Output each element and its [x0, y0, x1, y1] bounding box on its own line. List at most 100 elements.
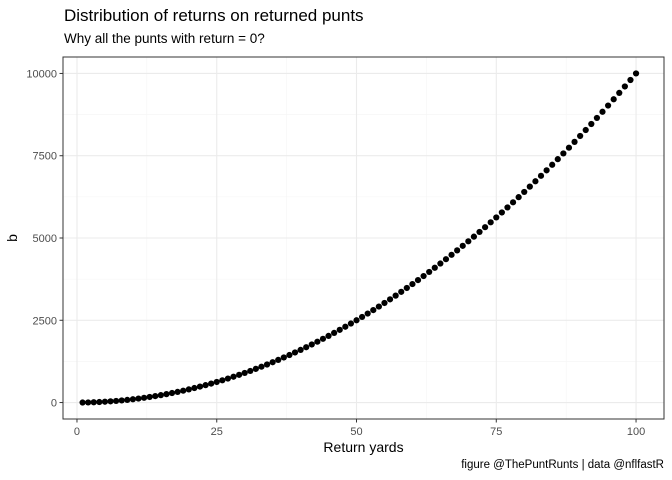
data-point: [118, 397, 125, 404]
data-point: [493, 214, 500, 221]
data-point: [431, 264, 438, 271]
data-point: [420, 272, 427, 280]
data-point: [347, 320, 355, 327]
data-point: [291, 349, 299, 356]
data-point: [79, 399, 86, 406]
data-point: [269, 359, 276, 366]
data-points: [79, 70, 640, 406]
data-point: [230, 373, 237, 380]
data-point: [392, 292, 399, 299]
data-point: [476, 228, 483, 236]
data-point: [146, 393, 153, 401]
data-point: [236, 371, 243, 378]
data-point: [308, 341, 315, 348]
data-point: [426, 268, 433, 276]
data-point: [180, 387, 187, 394]
data-point: [509, 199, 517, 206]
data-point: [414, 276, 422, 284]
data-point: [621, 83, 628, 90]
data-point: [129, 396, 136, 403]
data-point: [303, 344, 310, 351]
data-point: [593, 114, 601, 122]
x-axis-title: Return yards: [323, 439, 403, 455]
data-point: [442, 256, 450, 263]
data-point: [437, 260, 444, 267]
data-point: [213, 378, 220, 386]
data-point: [465, 238, 472, 245]
data-point: [409, 280, 416, 288]
y-tick-label: 0: [51, 398, 57, 410]
data-point: [577, 132, 584, 140]
data-point: [241, 369, 248, 377]
data-point: [582, 126, 589, 134]
data-point: [386, 296, 394, 303]
data-point: [336, 326, 343, 333]
data-point: [398, 288, 405, 295]
data-point: [196, 383, 204, 390]
data-point: [275, 356, 282, 363]
data-point: [101, 398, 109, 405]
y-axis-ticks: 0 2500 5000 7500 10000: [26, 68, 63, 410]
data-point: [515, 194, 522, 201]
data-point: [627, 76, 634, 84]
y-tick-label: 7500: [33, 151, 57, 163]
data-point: [526, 183, 533, 190]
data-point: [498, 209, 505, 216]
data-point: [549, 161, 556, 168]
data-point: [174, 388, 181, 395]
data-point: [258, 363, 265, 370]
grid-lines: [63, 57, 664, 419]
data-point: [537, 172, 545, 179]
data-point: [224, 375, 232, 382]
data-point: [157, 392, 164, 399]
x-tick-label: 100: [627, 426, 645, 438]
data-point: [543, 167, 550, 174]
data-point: [560, 150, 567, 157]
data-point: [124, 396, 131, 403]
x-tick-label: 50: [350, 426, 362, 438]
y-tick-label: 10000: [26, 68, 57, 80]
x-axis-ticks: 0 25 50 75 100: [74, 419, 645, 438]
data-point: [325, 332, 332, 340]
data-point: [202, 382, 209, 389]
x-tick-label: 25: [211, 426, 223, 438]
x-tick-label: 0: [74, 426, 80, 438]
data-point: [353, 317, 360, 324]
data-point: [319, 335, 327, 342]
data-point: [331, 329, 338, 337]
data-point: [470, 233, 478, 240]
data-point: [504, 204, 511, 211]
data-point: [454, 247, 461, 254]
data-point: [286, 351, 293, 359]
data-point: [604, 102, 612, 109]
y-tick-label: 5000: [33, 233, 57, 245]
data-point: [565, 144, 573, 151]
data-point: [297, 346, 304, 353]
data-point: [252, 365, 259, 372]
data-point: [364, 310, 371, 317]
data-point: [135, 395, 142, 402]
data-point: [487, 219, 494, 226]
data-point: [459, 242, 466, 249]
data-point: [375, 303, 382, 310]
y-axis-title: b: [4, 234, 20, 242]
chart-subtitle: Why all the punts with return = 0?: [64, 31, 265, 46]
data-point: [342, 323, 349, 330]
y-tick-label: 2500: [33, 315, 57, 327]
data-point: [85, 399, 92, 406]
data-point: [191, 384, 198, 392]
data-point: [599, 108, 606, 115]
data-point: [96, 398, 103, 406]
data-point: [521, 188, 528, 196]
data-point: [381, 299, 388, 307]
chart-title: Distribution of returns on returned punt…: [64, 6, 364, 25]
data-point: [263, 361, 271, 368]
data-point: [90, 399, 97, 406]
data-point: [152, 392, 159, 400]
data-point: [448, 251, 455, 258]
data-point: [168, 389, 176, 397]
data-point: [208, 380, 215, 387]
data-point: [219, 377, 226, 384]
data-point: [107, 398, 114, 405]
